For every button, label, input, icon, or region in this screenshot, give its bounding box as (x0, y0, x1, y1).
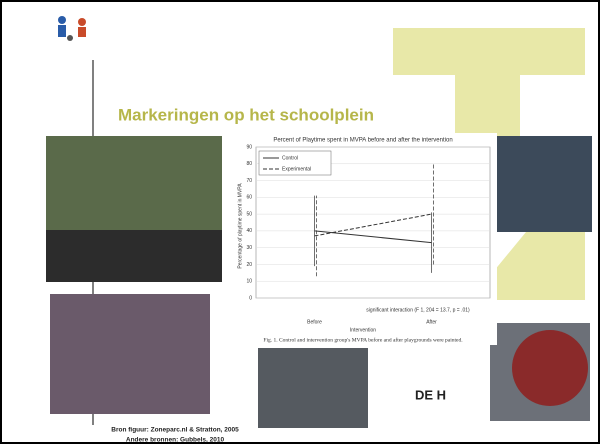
y-tick-label: 40 (246, 228, 252, 234)
slide-canvas: Markeringen op het schoolplein Percent o… (0, 0, 600, 444)
slide: Markeringen op het schoolplein Percent o… (0, 0, 600, 444)
y-tick-label: 10 (246, 279, 252, 285)
dartboard (512, 330, 588, 406)
slide-title: Markeringen op het schoolplein (118, 105, 374, 124)
photo (258, 348, 368, 428)
photo (50, 294, 210, 414)
photo (497, 136, 592, 232)
legend-label: Control (282, 155, 298, 161)
annotation: significant interaction (F 1, 204 = 13.7… (366, 307, 470, 313)
chart-title: Percent of Playtime spent in MVPA before… (273, 138, 452, 144)
photo-ground (46, 230, 222, 282)
x-tick-label: After (426, 319, 437, 325)
x-axis-label: Intervention (350, 327, 376, 333)
y-tick-label: 0 (249, 295, 252, 301)
y-tick-label: 50 (246, 211, 252, 217)
x-tick-label: Before (307, 319, 322, 325)
y-tick-label: 90 (246, 144, 252, 150)
y-tick-label: 70 (246, 178, 252, 184)
y-tick-label: 30 (246, 245, 252, 251)
source: Bron figuur: Zoneparc.nl & Stratton, 200… (111, 427, 239, 434)
y-tick-label: 20 (246, 262, 252, 268)
y-axis-label: Percentage of playtime spent in MVPA (237, 183, 243, 269)
y-tick-label: 60 (246, 195, 252, 201)
other-sources: Andere bronnen: Gubbels, 2010 (126, 437, 225, 444)
legend-label: Experimental (282, 166, 311, 172)
y-tick-label: 80 (246, 161, 252, 167)
logo-text: DE H (415, 387, 446, 402)
chart-caption: Fig. 1. Control and intervention group's… (263, 336, 463, 343)
